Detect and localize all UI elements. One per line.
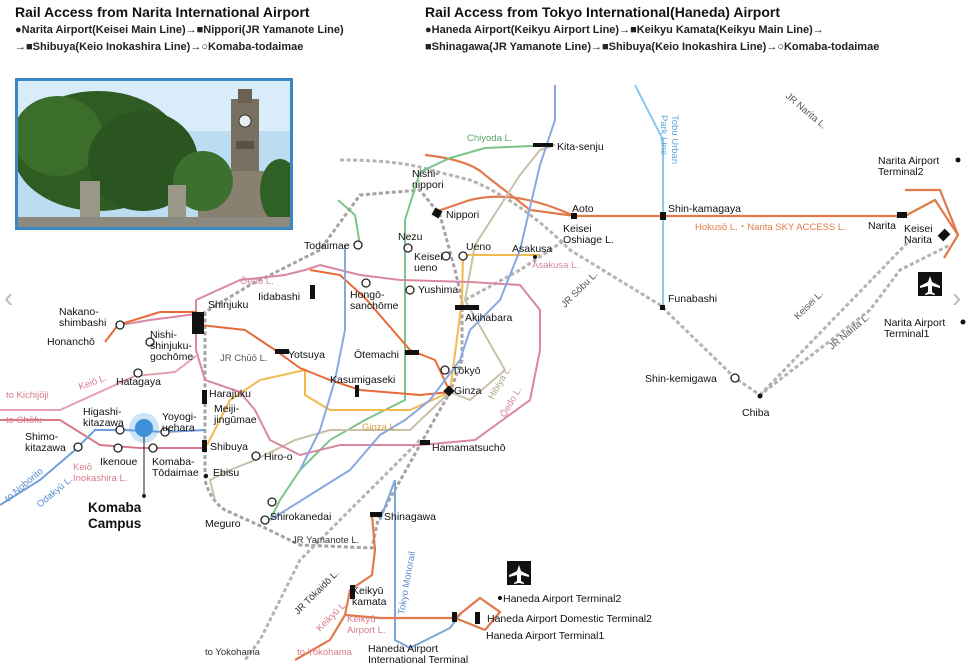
station-label-nezu: Nezu (398, 231, 423, 243)
station-label-hongo-sanchome: Hongō-sanchōme (350, 289, 399, 312)
line-label-keio-inokashira: Keiō Inokashira L. (73, 462, 127, 484)
line-label-to-kichijoji: to Kichijōji (6, 390, 49, 401)
station-labels: Kita-senju Nishi-nippori Nippori Aoto Keisei… (25, 141, 945, 666)
station-label-keisei-narita: Keisei Narita (904, 223, 933, 246)
station-label-meguro: Meguro (205, 518, 241, 530)
komaba-campus-label: Komaba Campus (88, 500, 142, 531)
station-label-narita-t1: Narita Airport Terminal1 (884, 317, 945, 340)
station-label-haneda-t2: Haneda Airport Terminal2 (503, 593, 621, 605)
station-label-hiro-o: Hiro-o (264, 451, 293, 463)
university-clocktower-photo (15, 78, 293, 230)
station-label-nishi-nippori: Nishi-nippori (412, 168, 444, 191)
station-label-shinjuku: Shinjuku (208, 299, 248, 311)
station-label-asakusa: Asakusa (512, 243, 552, 255)
station-label-shin-kamagaya: Shin-kamagaya (668, 203, 741, 215)
station-label-keisei-ueno: Keisei ueno (414, 251, 443, 274)
station-label-shinagawa: Shinagawa (384, 511, 436, 523)
station-label-kita-senju: Kita-senju (557, 141, 604, 153)
prev-arrow-icon[interactable]: ‹ (4, 282, 14, 313)
station-label-nakano-shimbashi: Nakano-shimbashi (59, 306, 106, 329)
station-label-tokyo: Tōkyō (452, 365, 481, 377)
line-label-oedo: Ōedo L. (240, 276, 274, 287)
chiyoda-line (269, 144, 556, 521)
station-label-yotsuya: Yotsuya (288, 349, 325, 361)
station-label-meiji-jingumae: Meiji-jingūmae (213, 403, 257, 426)
line-label-keisei-line: Keisei L. (792, 289, 826, 323)
line-label-chiyoda: Chiyoda L. (467, 133, 512, 144)
line-label-to-chofu: to Chōfu (6, 415, 42, 426)
line-label-keikyu-airport: Keikyū Airport L. (347, 614, 386, 636)
line-label-asakusa-line: Asakusa L. (532, 260, 579, 271)
airplane-icon (918, 272, 942, 296)
station-label-honancho: Honanchō (47, 336, 95, 348)
line-label-to-yokohama-2: to Yokohama (297, 647, 353, 658)
oedo-line (119, 263, 541, 457)
station-markers (73, 240, 740, 525)
keikyu-line (294, 514, 502, 661)
station-label-yoyogi-uehara: Yoyogi-uehara (162, 411, 197, 434)
airplane-icon (507, 561, 531, 585)
station-label-todaimae: Todaimae (304, 240, 350, 252)
line-label-tokyo-monorail: Tokyo Monorail (396, 551, 418, 616)
haneda-route-line-1: ●Haneda Airport(Keikyu Airport Line)→■Ke… (425, 24, 824, 36)
narita-title: Rail Access from Narita International Ai… (15, 4, 310, 20)
jr-sobu-narita-lines (243, 158, 951, 661)
station-label-narita-t2: Narita Airport Terminal2 (878, 155, 939, 178)
station-label-shimo-kitazawa: Shimo-kitazawa (25, 431, 66, 454)
station-label-ginza: Ginza (454, 385, 482, 397)
station-label-aoto: Aoto (572, 203, 594, 215)
tobu-line (634, 84, 664, 305)
station-label-shirokanedai: Shirokanedai (270, 511, 331, 523)
station-label-haneda-t1: Haneda Airport Terminal1 (486, 630, 604, 642)
haneda-title: Rail Access from Tokyo International(Han… (425, 4, 780, 20)
line-label-tobu: Tobu UrbanPark Line (658, 115, 680, 164)
station-label-keisei-oshiage: Keisei Oshiage L. (563, 223, 614, 246)
station-label-keikyu-kamata: Keikyū kamata (352, 585, 387, 608)
narita-route-line-1: ●Narita Airport(Keisei Main Line)→■Nippo… (15, 24, 344, 36)
station-label-nippori: Nippori (446, 209, 479, 221)
station-label-hamamatsucho: Hamamatsuchō (432, 442, 506, 454)
station-label-ikenoue: Ikenoue (100, 456, 138, 468)
station-label-harajuku: Harajuku (209, 388, 251, 400)
station-label-hatagaya: Hatagaya (116, 376, 161, 388)
station-label-nishi-shinjuku-gochome: Nishi-shinjuku-gochōme (150, 329, 193, 363)
station-label-chiba: Chiba (742, 407, 770, 419)
line-label-jr-chuo: JR Chūō L. (220, 353, 268, 364)
namboku-line (269, 85, 556, 521)
monorail-line (379, 479, 463, 650)
station-label-kasumigaseki: Kasumigaseki (330, 374, 395, 386)
station-label-ebisu: Ebisu (213, 467, 239, 479)
station-label-yushima: Yushima (418, 284, 458, 296)
next-arrow-icon[interactable]: › (952, 282, 962, 313)
station-label-haneda-domestic-t2: Haneda Airport Domestic Terminal2 (487, 613, 652, 625)
station-label-iidabashi: Iidabashi (258, 291, 300, 303)
keisei-line (424, 153, 960, 259)
line-label-jr-sobu: JR Sōbu L. (559, 269, 600, 310)
line-label-to-yokohama-1: to Yokohama (205, 647, 261, 658)
station-label-shibuya: Shibuya (210, 441, 248, 453)
line-label-ginza-line: Ginza L. (362, 422, 397, 433)
ginza-line (206, 254, 540, 446)
station-label-funabashi: Funabashi (668, 293, 717, 305)
haneda-route-line-2: ■Shinagawa(JR Yamanote Line)→■Shibuya(Ke… (425, 41, 880, 53)
line-label-hokuso: Hokusō L.・Narita SKY ACCESS L. (695, 222, 846, 233)
station-label-haneda-intl: Haneda Airport International Terminal (368, 643, 468, 666)
komaba-campus-marker (129, 413, 159, 498)
line-label-jr-narita-top: JR Narita L. (783, 91, 828, 132)
marunouchi-line (104, 269, 452, 397)
station-label-komaba-todaimae: Komaba-Tōdaimae (152, 456, 199, 479)
station-label-shin-kemigawa: Shin-kemigawa (645, 373, 717, 385)
station-label-ueno: Ueno (466, 241, 491, 253)
line-label-jr-yamanote: JR Yamanote L. (292, 535, 359, 546)
station-label-otemachi: Ōtemachi (354, 349, 399, 361)
station-label-narita: Narita (868, 220, 896, 232)
station-label-higashi-kitazawa: Higashi-kitazawa (83, 406, 124, 429)
transfer-markers (192, 143, 966, 624)
narita-route-line-2: →■Shibuya(Keio Inokashira Line)→○Komaba-… (15, 41, 304, 53)
station-label-akihabara: Akihabara (465, 312, 512, 324)
